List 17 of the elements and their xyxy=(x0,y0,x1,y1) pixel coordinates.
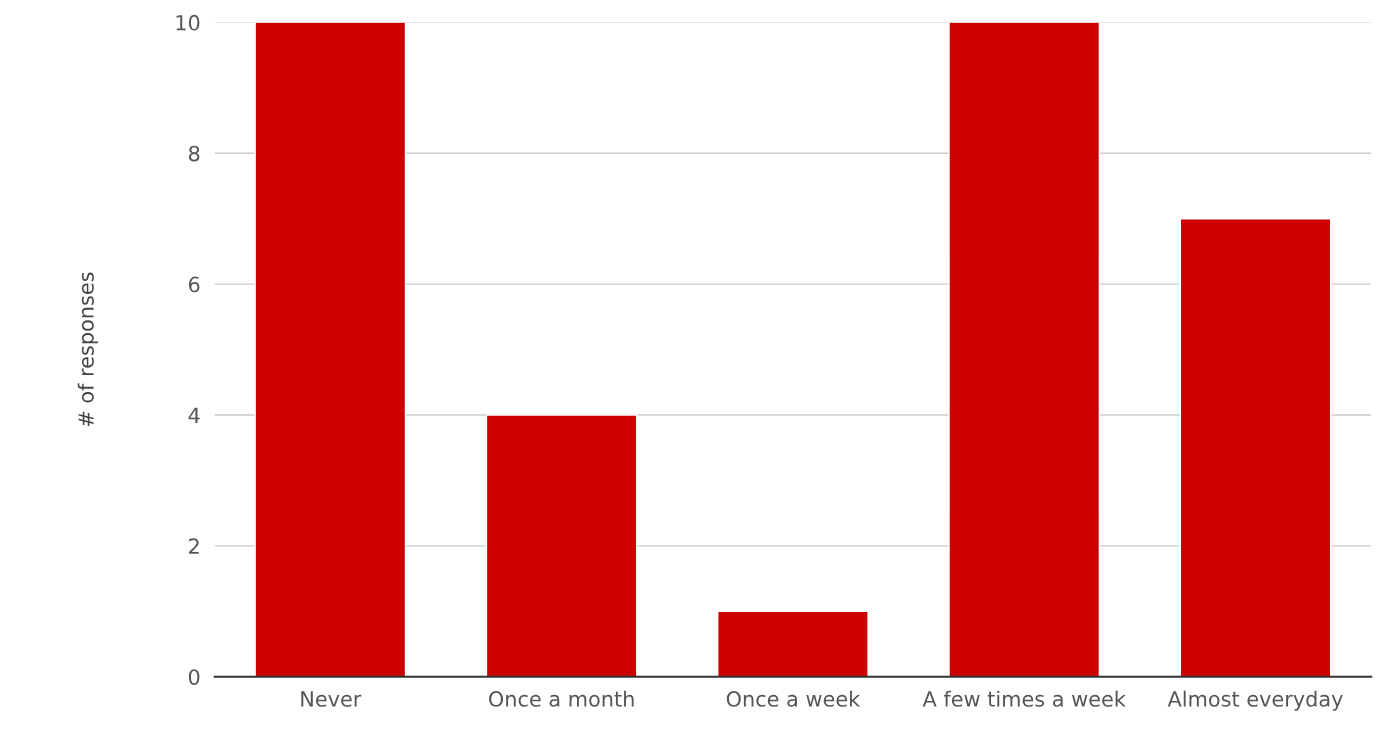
x-tick-label: A few times a week xyxy=(922,690,1126,707)
y-tick-label: 8 xyxy=(188,145,200,162)
y-axis-title: # of responses xyxy=(77,272,98,427)
x-tick-label: Almost everyday xyxy=(1167,690,1343,711)
y-tick-label: 10 xyxy=(176,14,200,31)
x-tick-label: Once a month xyxy=(489,690,634,707)
bar xyxy=(948,22,1101,677)
y-tick-label: 2 xyxy=(189,538,199,554)
bar xyxy=(717,610,869,677)
y-tick-label: 6 xyxy=(188,276,200,293)
y-tick-label: 0 xyxy=(188,669,200,685)
bar xyxy=(254,22,407,677)
x-tick-label: Never xyxy=(301,691,362,707)
y-tick-label: 4 xyxy=(188,407,200,423)
bar xyxy=(485,414,638,677)
x-tick-label: Once a week xyxy=(726,690,861,707)
bar xyxy=(1179,218,1332,677)
